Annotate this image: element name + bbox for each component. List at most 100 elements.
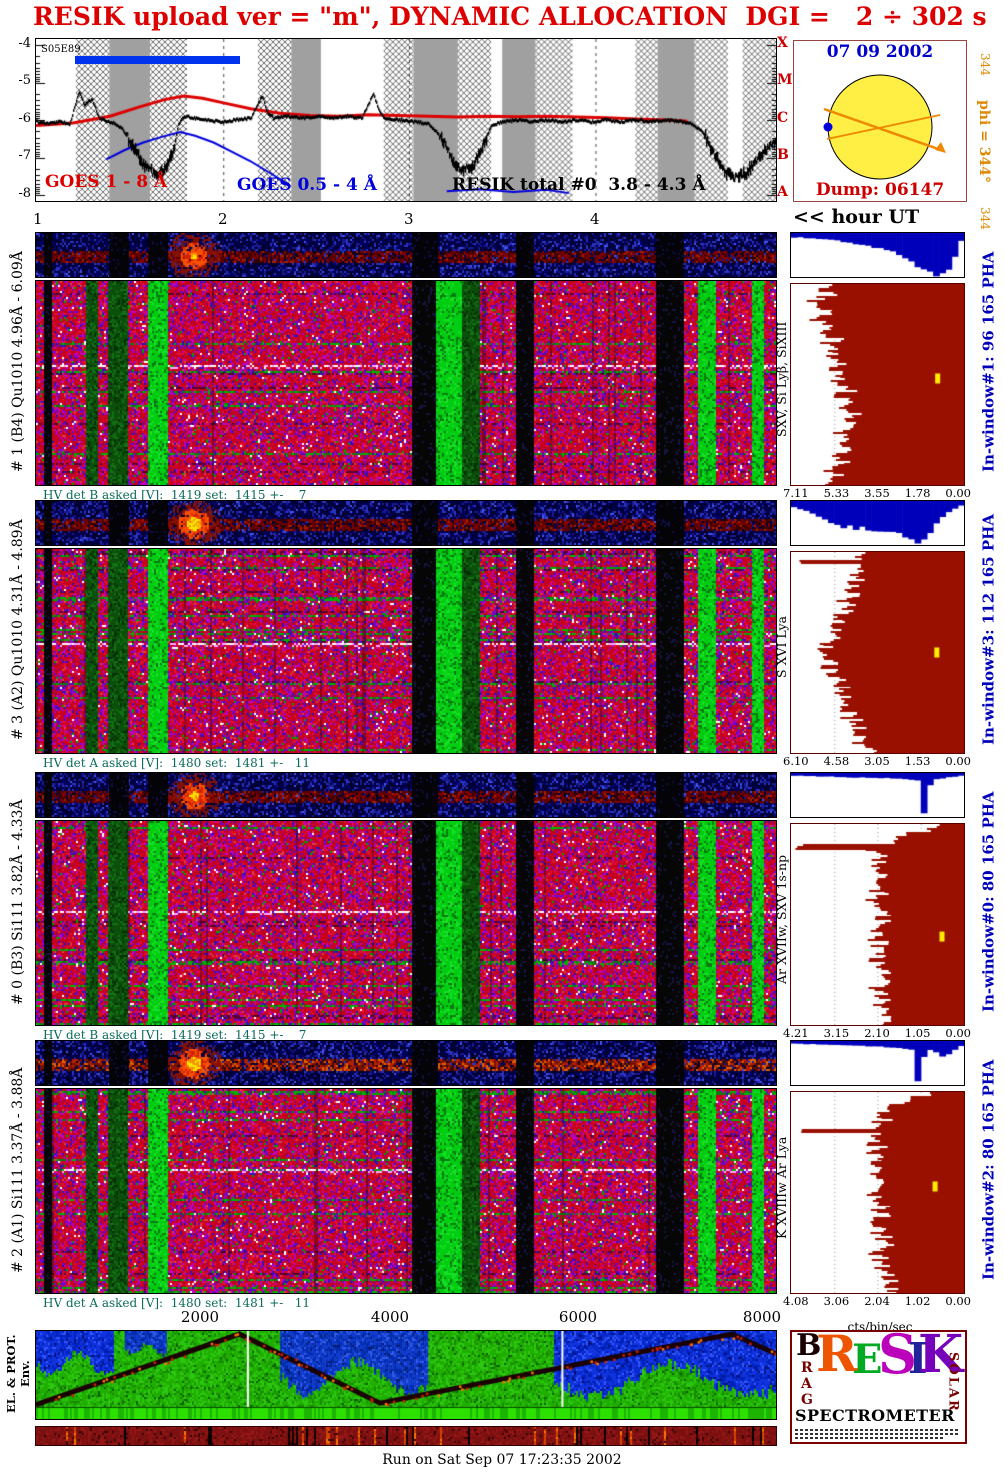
panel-4-pha-strip — [35, 1040, 777, 1086]
goes-ytick: -8 — [18, 186, 31, 201]
hour-tick-4: 4 — [590, 210, 600, 228]
panel-2-spectrogram — [35, 548, 777, 754]
scale-tick: 1.02 — [904, 1294, 931, 1308]
scale-tick: 4.08 — [783, 1294, 809, 1308]
phi-label: phi = 344° — [976, 99, 992, 183]
xtick-4000: 4000 — [370, 1308, 410, 1326]
panel-2-hist-column: 6.10 4.58 3.05 1.53 0.00 — [783, 500, 971, 770]
panel-3-window-label: In-window#0: 80 165 PHA — [979, 791, 998, 1013]
panel-4-left-label: # 2 (A1) Si111 3.37Å - 3.88Å — [10, 1067, 26, 1273]
panel-3-line-label: Ar XVIIw, SXV 1s-np — [774, 854, 789, 985]
logo-solar: SOLAR — [945, 1351, 961, 1413]
scale-tick: 1.53 — [904, 754, 931, 768]
panel-3: HV det B asked [V]: 1419 set: 1415 +- 7 — [35, 772, 777, 1042]
panel-2-scale: 6.10 4.58 3.05 1.53 0.00 — [783, 754, 971, 768]
page-title: RESIK upload ver = "m", DYNAMIC ALLOCATI… — [33, 2, 987, 31]
solar-disk-graphic — [823, 74, 946, 180]
logo-letter-G-side: G — [801, 1392, 813, 1408]
logo-fineprint-line — [795, 1433, 959, 1435]
panel-3-spectrogram — [35, 820, 777, 1026]
panel-1: HV det B asked [V]: 1419 set: 1415 +- 7 — [35, 232, 777, 502]
scale-tick: 3.05 — [864, 754, 890, 768]
logo-spectrometer: SPECTROMETER — [795, 1406, 955, 1425]
xtick-2000: 2000 — [180, 1308, 220, 1326]
goes-class-a: A — [777, 184, 788, 200]
scale-tick: 6.10 — [783, 754, 809, 768]
solar-disk-panel: 07 09 2002 Dump: 06147 — [793, 40, 967, 202]
footer-runtime: Run on Sat Sep 07 17:23:35 2002 — [382, 1452, 622, 1468]
logo-fineprint-line — [795, 1437, 945, 1439]
logo-letter-B: B — [796, 1328, 822, 1363]
date-label: 07 09 2002 — [826, 42, 934, 62]
hour-axis-label: << hour UT — [793, 206, 920, 228]
panel-4-pha-histogram — [790, 1040, 965, 1086]
scale-tick: 4.58 — [823, 754, 850, 768]
scale-tick: 2.04 — [864, 1294, 890, 1308]
panel-1-spectrum-histogram — [790, 283, 965, 486]
panel-4-spectrogram — [35, 1088, 777, 1294]
phi-value-bottom: 344 — [978, 206, 992, 230]
panel-1-line-label: SXV, Si Lyβ, SiXIII — [774, 321, 789, 438]
panel-3-hv-status: HV det B asked [V]: 1419 set: 1415 +- 7 — [43, 1028, 307, 1042]
panel-4-window-label: In-window#2: 80 165 PHA — [979, 1059, 998, 1281]
logo-big-I: I — [908, 1334, 928, 1383]
panel-3-scale: 4.21 3.15 2.10 1.05 0.00 — [783, 1026, 971, 1040]
resik-logo: B R A G R E S I K SOLAR SPECTROMETER — [790, 1322, 967, 1444]
resik-total-legend: RESIK total #0 3.8 - 4.3 Å — [452, 175, 706, 195]
panel-4-hist-column: 4.08 3.06 2.04 1.02 0.00 — [783, 1040, 971, 1310]
flare-site-label: S05E89 — [41, 44, 81, 55]
hour-tick-1: 1 — [33, 210, 43, 228]
hour-tick-2: 2 — [218, 210, 228, 228]
panel-2-pha-histogram — [790, 500, 965, 546]
goes-ytick: -4 — [18, 36, 31, 51]
goes-legend-1-8A: GOES 1 - 8 Å — [45, 172, 168, 192]
scale-tick: 3.15 — [823, 1026, 850, 1040]
scale-tick: 2.10 — [864, 1026, 890, 1040]
scale-tick: 0.00 — [945, 754, 971, 768]
xtick-8000: 8000 — [742, 1308, 782, 1326]
phi-value-top: 344 — [978, 52, 992, 76]
panel-3-hist-column: 4.21 3.15 2.10 1.05 0.00 — [783, 772, 971, 1042]
hour-tick-3: 3 — [404, 210, 414, 228]
env-strip — [35, 1426, 777, 1446]
panel-2-hv-status: HV det A asked [V]: 1480 set: 1481 +- 11 — [43, 756, 311, 770]
panel-2-window-label: In-window#3: 112 165 PHA — [979, 514, 998, 746]
panel-4-spectrum-histogram — [790, 1091, 965, 1294]
panel-4: HV det A asked [V]: 1480 set: 1481 +- 11 — [35, 1040, 777, 1310]
logo-fineprint-line — [795, 1429, 959, 1431]
xtick-6000: 6000 — [558, 1308, 598, 1326]
env-panel — [35, 1330, 777, 1420]
goes-ytick: -6 — [18, 111, 31, 126]
panel-1-spectrogram — [35, 280, 777, 486]
scale-tick: 3.55 — [864, 486, 890, 500]
panel-4-scale: 4.08 3.06 2.04 1.02 0.00 — [783, 1294, 971, 1308]
panel-2-line-label: S XVI Lya — [774, 616, 789, 679]
dump-label: Dump: 06147 — [815, 180, 945, 200]
goes-legend-05-4A: GOES 0.5 - 4 Å — [237, 175, 377, 195]
logo-letter-A-side: A — [801, 1376, 812, 1392]
panel-2-pha-strip — [35, 500, 777, 546]
logo-big-R: R — [816, 1324, 858, 1383]
goes-ytick: -7 — [18, 148, 31, 163]
panel-1-hist-column: 7.11 5.33 3.55 1.78 0.00 — [783, 232, 971, 502]
panel-3-spectrum-histogram — [790, 823, 965, 1026]
panel-1-pha-strip — [35, 232, 777, 278]
panel-2-spectrum-histogram — [790, 551, 965, 754]
scale-tick: 1.05 — [904, 1026, 931, 1040]
logo-letter-R-side: R — [801, 1360, 813, 1376]
panel-4-line-label: K XVIIIw Ar Lya — [774, 1136, 789, 1239]
panel-1-pha-histogram — [790, 232, 965, 278]
panel-2: HV det A asked [V]: 1480 set: 1481 +- 11 — [35, 500, 777, 770]
panel-1-left-label: # 1 (B4) Qu1010 4.96Å - 6.09Å — [10, 251, 26, 473]
goes-flux-plot — [35, 38, 777, 202]
goes-class-b: B — [777, 147, 789, 163]
scale-tick: 0.00 — [945, 1026, 971, 1040]
goes-ytick: -5 — [18, 73, 31, 88]
panel-3-pha-strip — [35, 772, 777, 818]
panel-1-window-label: In-window#1: 96 165 PHA — [979, 251, 998, 473]
logo-big-E: E — [852, 1336, 883, 1383]
panel-3-left-label: # 0 (B3) Si111 3.82Å - 4.33Å — [10, 799, 26, 1005]
flare-interval-bar — [75, 56, 240, 64]
panel-1-hv-status: HV det B asked [V]: 1419 set: 1415 +- 7 — [43, 488, 307, 502]
logo-big-S: S — [878, 1322, 917, 1386]
